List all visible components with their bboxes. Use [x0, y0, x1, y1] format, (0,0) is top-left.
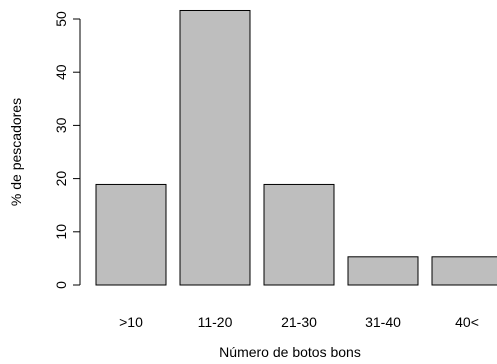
y-tick-label: 0 [53, 281, 69, 289]
x-tick-label: 40< [455, 314, 479, 330]
y-tick-label: 20 [53, 171, 69, 187]
y-tick-label: 30 [53, 117, 69, 133]
plot-area [95, 9, 497, 286]
x-tick-label: 31-40 [365, 314, 401, 330]
bar-4 [431, 256, 497, 286]
x-tick-labels: >10 11-20 21-30 31-40 40< [119, 314, 479, 330]
y-tick-label: 50 [53, 11, 69, 27]
y-tick-label: 10 [53, 224, 69, 240]
x-tick-label: 21-30 [281, 314, 317, 330]
x-axis-title: Número de botos bons [219, 344, 361, 360]
x-tick-label: 11-20 [198, 314, 233, 330]
y-axis-title: % de pescadores [8, 98, 24, 206]
bar-1 [179, 9, 251, 286]
y-tick-label: 40 [53, 64, 69, 80]
bar-0 [95, 183, 167, 286]
x-tick-label: >10 [119, 314, 143, 330]
bar-3 [347, 256, 419, 286]
bar-2 [263, 183, 335, 286]
y-axis: 0 10 20 30 40 50 [53, 11, 81, 289]
